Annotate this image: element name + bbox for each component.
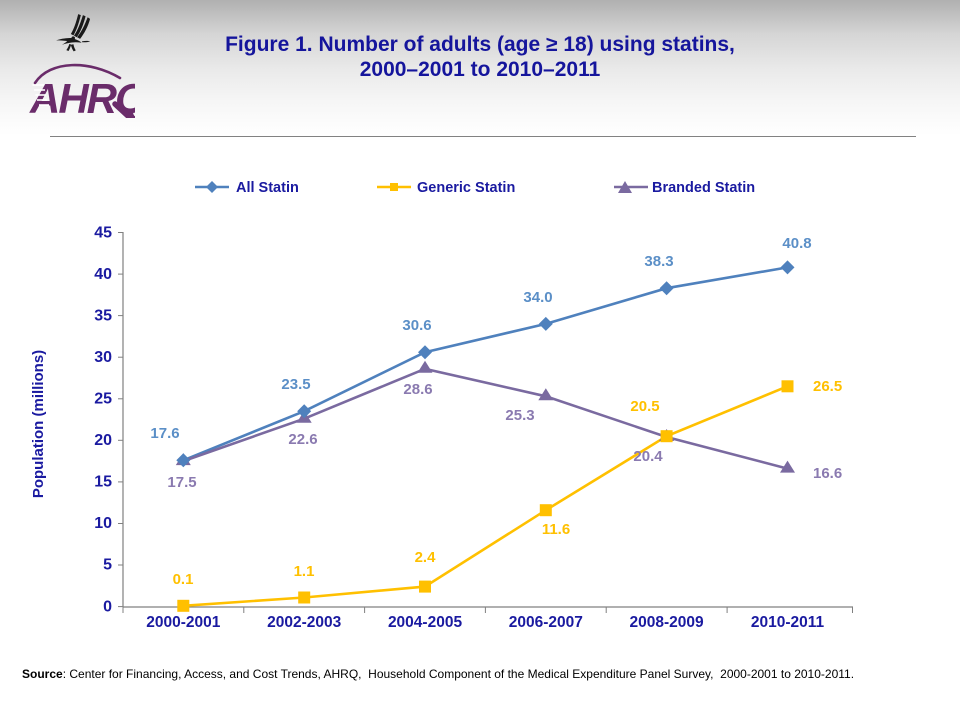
svg-text:28.6: 28.6 <box>403 381 432 398</box>
svg-text:20.4: 20.4 <box>633 448 663 465</box>
svg-text:2008-2009: 2008-2009 <box>630 614 705 631</box>
svg-text:2004-2005: 2004-2005 <box>388 614 463 631</box>
svg-text:17.5: 17.5 <box>167 474 196 491</box>
svg-text:Population (millions): Population (millions) <box>30 350 47 498</box>
svg-text:2010-2011: 2010-2011 <box>751 614 825 631</box>
svg-text:17.6: 17.6 <box>150 425 179 442</box>
svg-text:30: 30 <box>94 349 112 366</box>
svg-text:26.5: 26.5 <box>813 378 842 395</box>
svg-text:15: 15 <box>94 474 112 491</box>
svg-text:2002-2003: 2002-2003 <box>267 614 342 631</box>
svg-text:1.1: 1.1 <box>294 563 315 580</box>
svg-text:2000-2001: 2000-2001 <box>146 614 221 631</box>
svg-text:45: 45 <box>94 225 112 242</box>
svg-text:0: 0 <box>103 599 112 616</box>
svg-text:All Statin: All Statin <box>236 180 299 196</box>
svg-text:30.6: 30.6 <box>402 317 431 334</box>
svg-text:Generic Statin: Generic Statin <box>417 180 515 196</box>
svg-text:20: 20 <box>94 432 112 449</box>
svg-text:40: 40 <box>94 266 112 283</box>
svg-text:2006-2007: 2006-2007 <box>509 614 583 631</box>
svg-text:25.3: 25.3 <box>505 407 534 424</box>
svg-text:38.3: 38.3 <box>644 253 673 270</box>
svg-text:25: 25 <box>94 391 112 408</box>
svg-text:22.6: 22.6 <box>288 431 317 448</box>
svg-text:Branded Statin: Branded Statin <box>652 180 755 196</box>
svg-text:34.0: 34.0 <box>523 289 552 306</box>
svg-text:35: 35 <box>94 308 112 325</box>
svg-text:10: 10 <box>94 515 112 532</box>
svg-text:20.5: 20.5 <box>630 398 659 415</box>
svg-text:16.6: 16.6 <box>813 465 842 482</box>
svg-text:11.6: 11.6 <box>542 521 570 538</box>
svg-text:0.1: 0.1 <box>173 571 194 588</box>
svg-text:23.5: 23.5 <box>281 376 310 393</box>
svg-text:40.8: 40.8 <box>782 235 811 252</box>
svg-text:5: 5 <box>103 557 112 574</box>
svg-text:2.4: 2.4 <box>415 549 437 566</box>
